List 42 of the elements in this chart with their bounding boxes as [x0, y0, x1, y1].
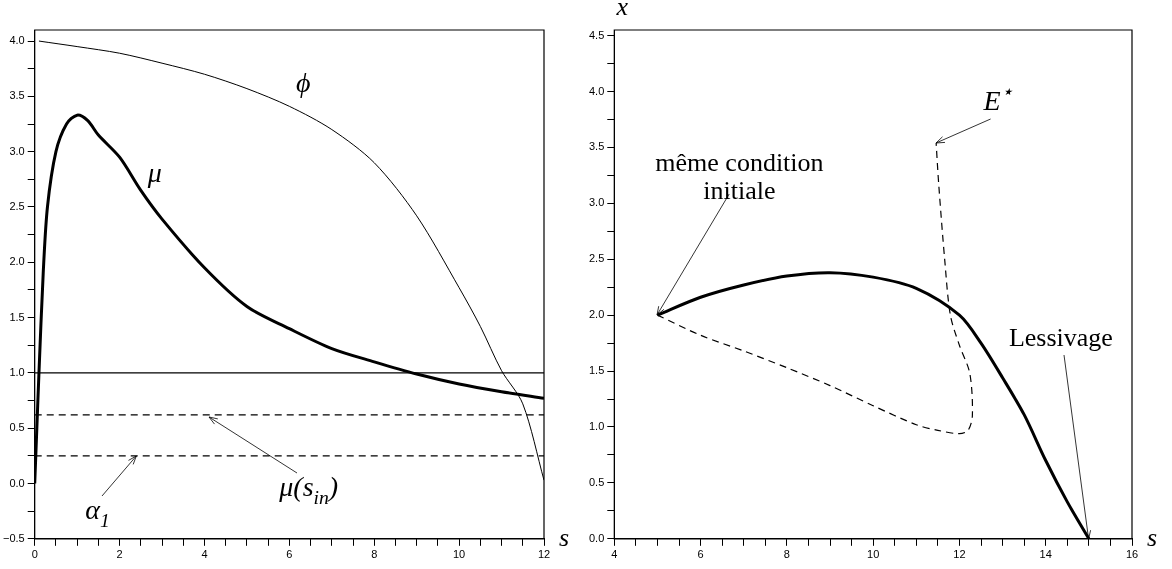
series-label: ϕ — [296, 66, 311, 98]
x-tick-label: 0 — [31, 548, 38, 561]
x-tick-label: 14 — [1039, 548, 1052, 561]
x-tick-label: 6 — [286, 548, 293, 561]
x-tick-label: 6 — [697, 548, 704, 561]
y-tick-label: 0.0 — [588, 531, 605, 544]
y-tick-label: 4.5 — [588, 28, 605, 41]
y-tick-label: 3.0 — [9, 144, 25, 157]
y-tick-label: 4.0 — [9, 34, 25, 47]
y-axis-title: x — [615, 0, 629, 21]
y-tick-label: 0.5 — [588, 475, 605, 488]
annotation: même condition initiale — [655, 147, 824, 205]
y-tick-label: 4.0 — [588, 84, 605, 97]
y-tick-label: 2.5 — [588, 252, 605, 265]
x-axis-title: s — [558, 522, 570, 552]
x-tick-label: 2 — [116, 548, 123, 561]
x-tick-label: 8 — [371, 548, 378, 561]
x-tick-label: 10 — [452, 548, 466, 561]
y-tick-label: 2.0 — [9, 255, 25, 268]
annotation: E⋆ — [982, 81, 1013, 117]
y-tick-label: 3.0 — [588, 196, 605, 209]
x-tick-label: 10 — [867, 548, 880, 561]
y-tick-label: 2.5 — [9, 200, 25, 213]
x-tick-label: 16 — [1125, 548, 1139, 561]
y-tick-label: 1.0 — [588, 420, 605, 433]
x-tick-label: 4 — [611, 548, 618, 561]
y-tick-label: 1.5 — [588, 364, 605, 377]
x-tick-label: 12 — [953, 548, 966, 561]
y-tick-label: 0.0 — [9, 476, 25, 489]
x-tick-label: 12 — [537, 548, 551, 561]
y-tick-label: 0.5 — [9, 421, 25, 434]
y-tick-label: 3.5 — [9, 89, 25, 102]
y-tick-label: 1.0 — [9, 365, 25, 378]
y-tick-label: 1.5 — [9, 310, 25, 323]
annotation: Lessivage — [1008, 322, 1113, 352]
y-tick-label: 3.5 — [588, 140, 605, 153]
series-label: μ — [146, 156, 162, 188]
y-tick-label: −0.5 — [3, 531, 25, 544]
y-tick-label: 2.0 — [588, 308, 605, 321]
x-tick-label: 4 — [201, 548, 208, 561]
x-tick-label: 8 — [783, 548, 790, 561]
x-axis-title: s — [1146, 522, 1158, 552]
